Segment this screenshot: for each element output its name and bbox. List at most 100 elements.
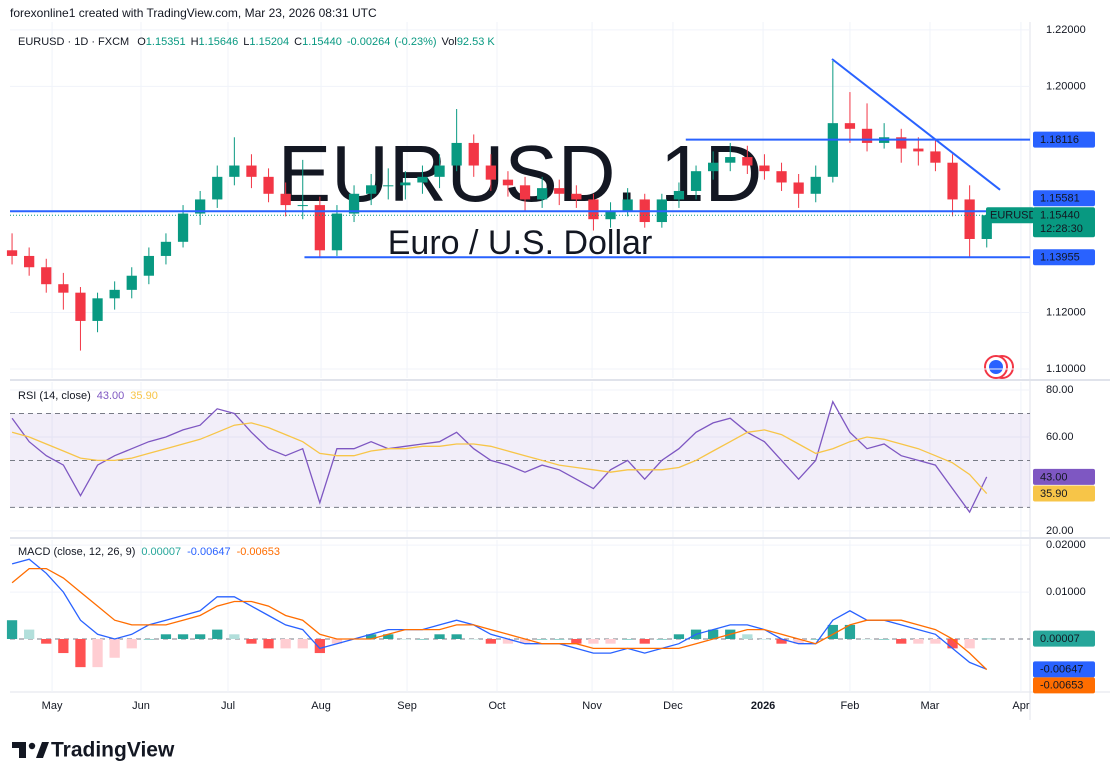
candle-body bbox=[434, 165, 445, 177]
indicator-legend: MACD (close, 12, 26, 9) 0.00007 -0.00647 -0… bbox=[18, 546, 280, 558]
rsi-line bbox=[11, 400, 988, 514]
histogram-bar bbox=[964, 638, 975, 649]
candle-body bbox=[263, 176, 274, 194]
histogram-bar bbox=[537, 638, 548, 640]
level-label-box bbox=[1033, 190, 1095, 207]
histogram-bar bbox=[776, 638, 787, 644]
histogram-bar bbox=[656, 638, 667, 640]
x-tick-label: Jul bbox=[221, 700, 235, 712]
candle-body bbox=[451, 142, 462, 166]
y-tick-label: 60.00 bbox=[1046, 431, 1074, 443]
candle-body bbox=[913, 148, 924, 152]
x-tick-label: Feb bbox=[840, 700, 859, 712]
macd-line bbox=[11, 567, 988, 671]
histogram-bar bbox=[41, 638, 52, 644]
histogram-bar bbox=[366, 634, 377, 639]
histogram-bar bbox=[24, 629, 35, 639]
symbol-tag-box bbox=[986, 207, 1034, 224]
histogram-bar bbox=[160, 634, 172, 639]
candle-body bbox=[468, 142, 479, 166]
volume-key: Vol bbox=[442, 36, 457, 48]
candle-body bbox=[160, 241, 172, 256]
histogram-bar bbox=[913, 638, 924, 644]
candle-body bbox=[690, 171, 702, 191]
level-label-box bbox=[1033, 249, 1095, 266]
ohlc-value: 1.15204 bbox=[249, 36, 289, 48]
ohlc-key: O bbox=[137, 36, 146, 48]
candle-body bbox=[793, 182, 804, 194]
candle-body bbox=[400, 182, 411, 186]
trendline bbox=[831, 58, 1001, 191]
watermark-subtitle: Euro / U.S. Dollar bbox=[388, 224, 653, 262]
histogram-bar bbox=[485, 638, 496, 644]
histogram-bar bbox=[331, 638, 343, 644]
candle-body bbox=[348, 193, 360, 214]
candle-body bbox=[673, 190, 685, 200]
candle-body bbox=[981, 215, 992, 239]
indicator-last-label: 43.00 bbox=[1040, 471, 1068, 483]
ohlc-key: C bbox=[294, 36, 302, 48]
candle-body bbox=[725, 157, 736, 163]
histogram-bar bbox=[212, 629, 223, 639]
histogram-bar bbox=[468, 638, 479, 640]
candle-body bbox=[930, 151, 941, 163]
indicator-value: 35.90 bbox=[130, 390, 158, 402]
macd-line bbox=[11, 558, 987, 670]
ohlc-key: L bbox=[243, 36, 249, 48]
candle-body bbox=[485, 165, 496, 180]
macd-last-label-box bbox=[1033, 677, 1095, 694]
candle-body bbox=[212, 176, 223, 200]
symbol: EURUSD · 1D · FXCM bbox=[18, 36, 129, 48]
histogram-last-label: 0.00007 bbox=[1040, 633, 1080, 645]
histogram-bar bbox=[947, 638, 958, 649]
candle-body bbox=[417, 176, 428, 183]
histogram-bar bbox=[742, 634, 753, 639]
candle-body bbox=[502, 179, 514, 186]
histogram-bar bbox=[588, 638, 599, 644]
candle-body bbox=[58, 284, 69, 293]
histogram-bar bbox=[400, 638, 411, 640]
histogram-bar bbox=[896, 638, 907, 644]
histogram-bar bbox=[981, 638, 992, 640]
histogram-bar bbox=[75, 638, 86, 668]
rsi-line bbox=[11, 422, 988, 495]
candle-body bbox=[827, 123, 838, 177]
candle-body bbox=[947, 162, 958, 200]
candle-body bbox=[6, 250, 18, 256]
candle-body bbox=[366, 185, 377, 194]
globe-icon bbox=[984, 355, 1014, 379]
level-label: 1.15581 bbox=[1040, 193, 1080, 205]
histogram-bar bbox=[229, 634, 240, 639]
candle-body bbox=[280, 193, 291, 206]
y-tick-label: 1.12000 bbox=[1046, 306, 1086, 318]
candle-body bbox=[844, 123, 856, 129]
candle-body bbox=[776, 171, 787, 183]
macd-last-label: -0.00647 bbox=[1040, 664, 1083, 676]
candle-body bbox=[109, 289, 120, 299]
x-tick-label: Dec bbox=[663, 700, 683, 712]
histogram-bar bbox=[793, 638, 804, 644]
candle-body bbox=[742, 157, 753, 166]
y-tick-label: 20.00 bbox=[1046, 525, 1074, 537]
candle-body bbox=[759, 165, 770, 172]
histogram-bar bbox=[708, 629, 719, 639]
indicator-last-label: 35.90 bbox=[1040, 488, 1068, 500]
candle-body bbox=[246, 165, 257, 177]
indicator-title: RSI (14, close) bbox=[18, 390, 91, 402]
histogram-bar bbox=[434, 634, 445, 639]
indicator-last-label-box bbox=[1033, 468, 1095, 485]
y-tick-label: 0.01000 bbox=[1046, 586, 1086, 598]
y-tick-label: 1.20000 bbox=[1046, 80, 1086, 92]
histogram-bar bbox=[451, 634, 462, 639]
x-tick-label: May bbox=[42, 700, 63, 712]
histogram-bar bbox=[759, 638, 770, 640]
brand: TradingView bbox=[51, 739, 175, 762]
histogram-bar bbox=[605, 638, 616, 644]
histogram-bar bbox=[673, 634, 685, 639]
ohlc-value: 1.15646 bbox=[199, 36, 239, 48]
candle-body bbox=[383, 185, 394, 187]
histogram-bar bbox=[280, 638, 291, 649]
histogram-bar bbox=[827, 624, 838, 639]
